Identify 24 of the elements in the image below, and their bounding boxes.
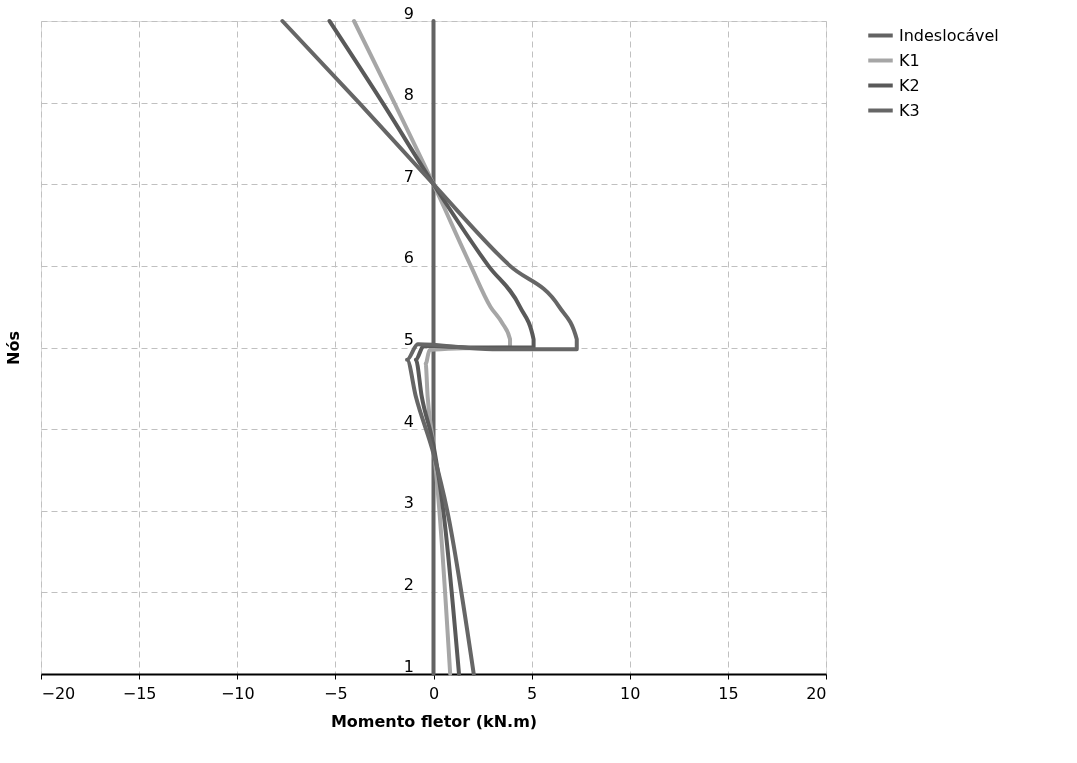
x-tick-label: 10	[620, 683, 641, 703]
y-tick-label: 2	[403, 574, 414, 594]
x-tick-label: 20	[806, 683, 827, 703]
x-tick-label: −10	[220, 683, 255, 703]
y-tick-label: 6	[403, 248, 414, 268]
x-tick-label: 0	[428, 683, 440, 703]
y-tick-label: 1	[403, 656, 414, 676]
x-tick-label: 5	[527, 683, 538, 703]
legend-label: K2	[899, 75, 920, 95]
x-axis-title: Momento fletor (kN.m)	[330, 711, 538, 731]
legend-label: Indeslocável	[899, 25, 999, 45]
y-tick-label: 9	[403, 3, 414, 23]
y-tick-label: 5	[403, 330, 414, 349]
y-tick-label: 3	[403, 493, 414, 513]
x-tick-label: −15	[122, 683, 157, 703]
x-tick-label: −20	[41, 683, 76, 703]
y-axis-title: Nós	[3, 331, 23, 365]
legend-label: K3	[899, 100, 920, 120]
x-tick-label: −5	[324, 683, 348, 703]
y-tick-label: 4	[403, 411, 414, 431]
y-tick-label: 8	[403, 85, 414, 105]
x-tick-label: 15	[718, 683, 739, 703]
y-tick-label: 7	[403, 166, 414, 186]
legend-label: K1	[899, 50, 920, 70]
